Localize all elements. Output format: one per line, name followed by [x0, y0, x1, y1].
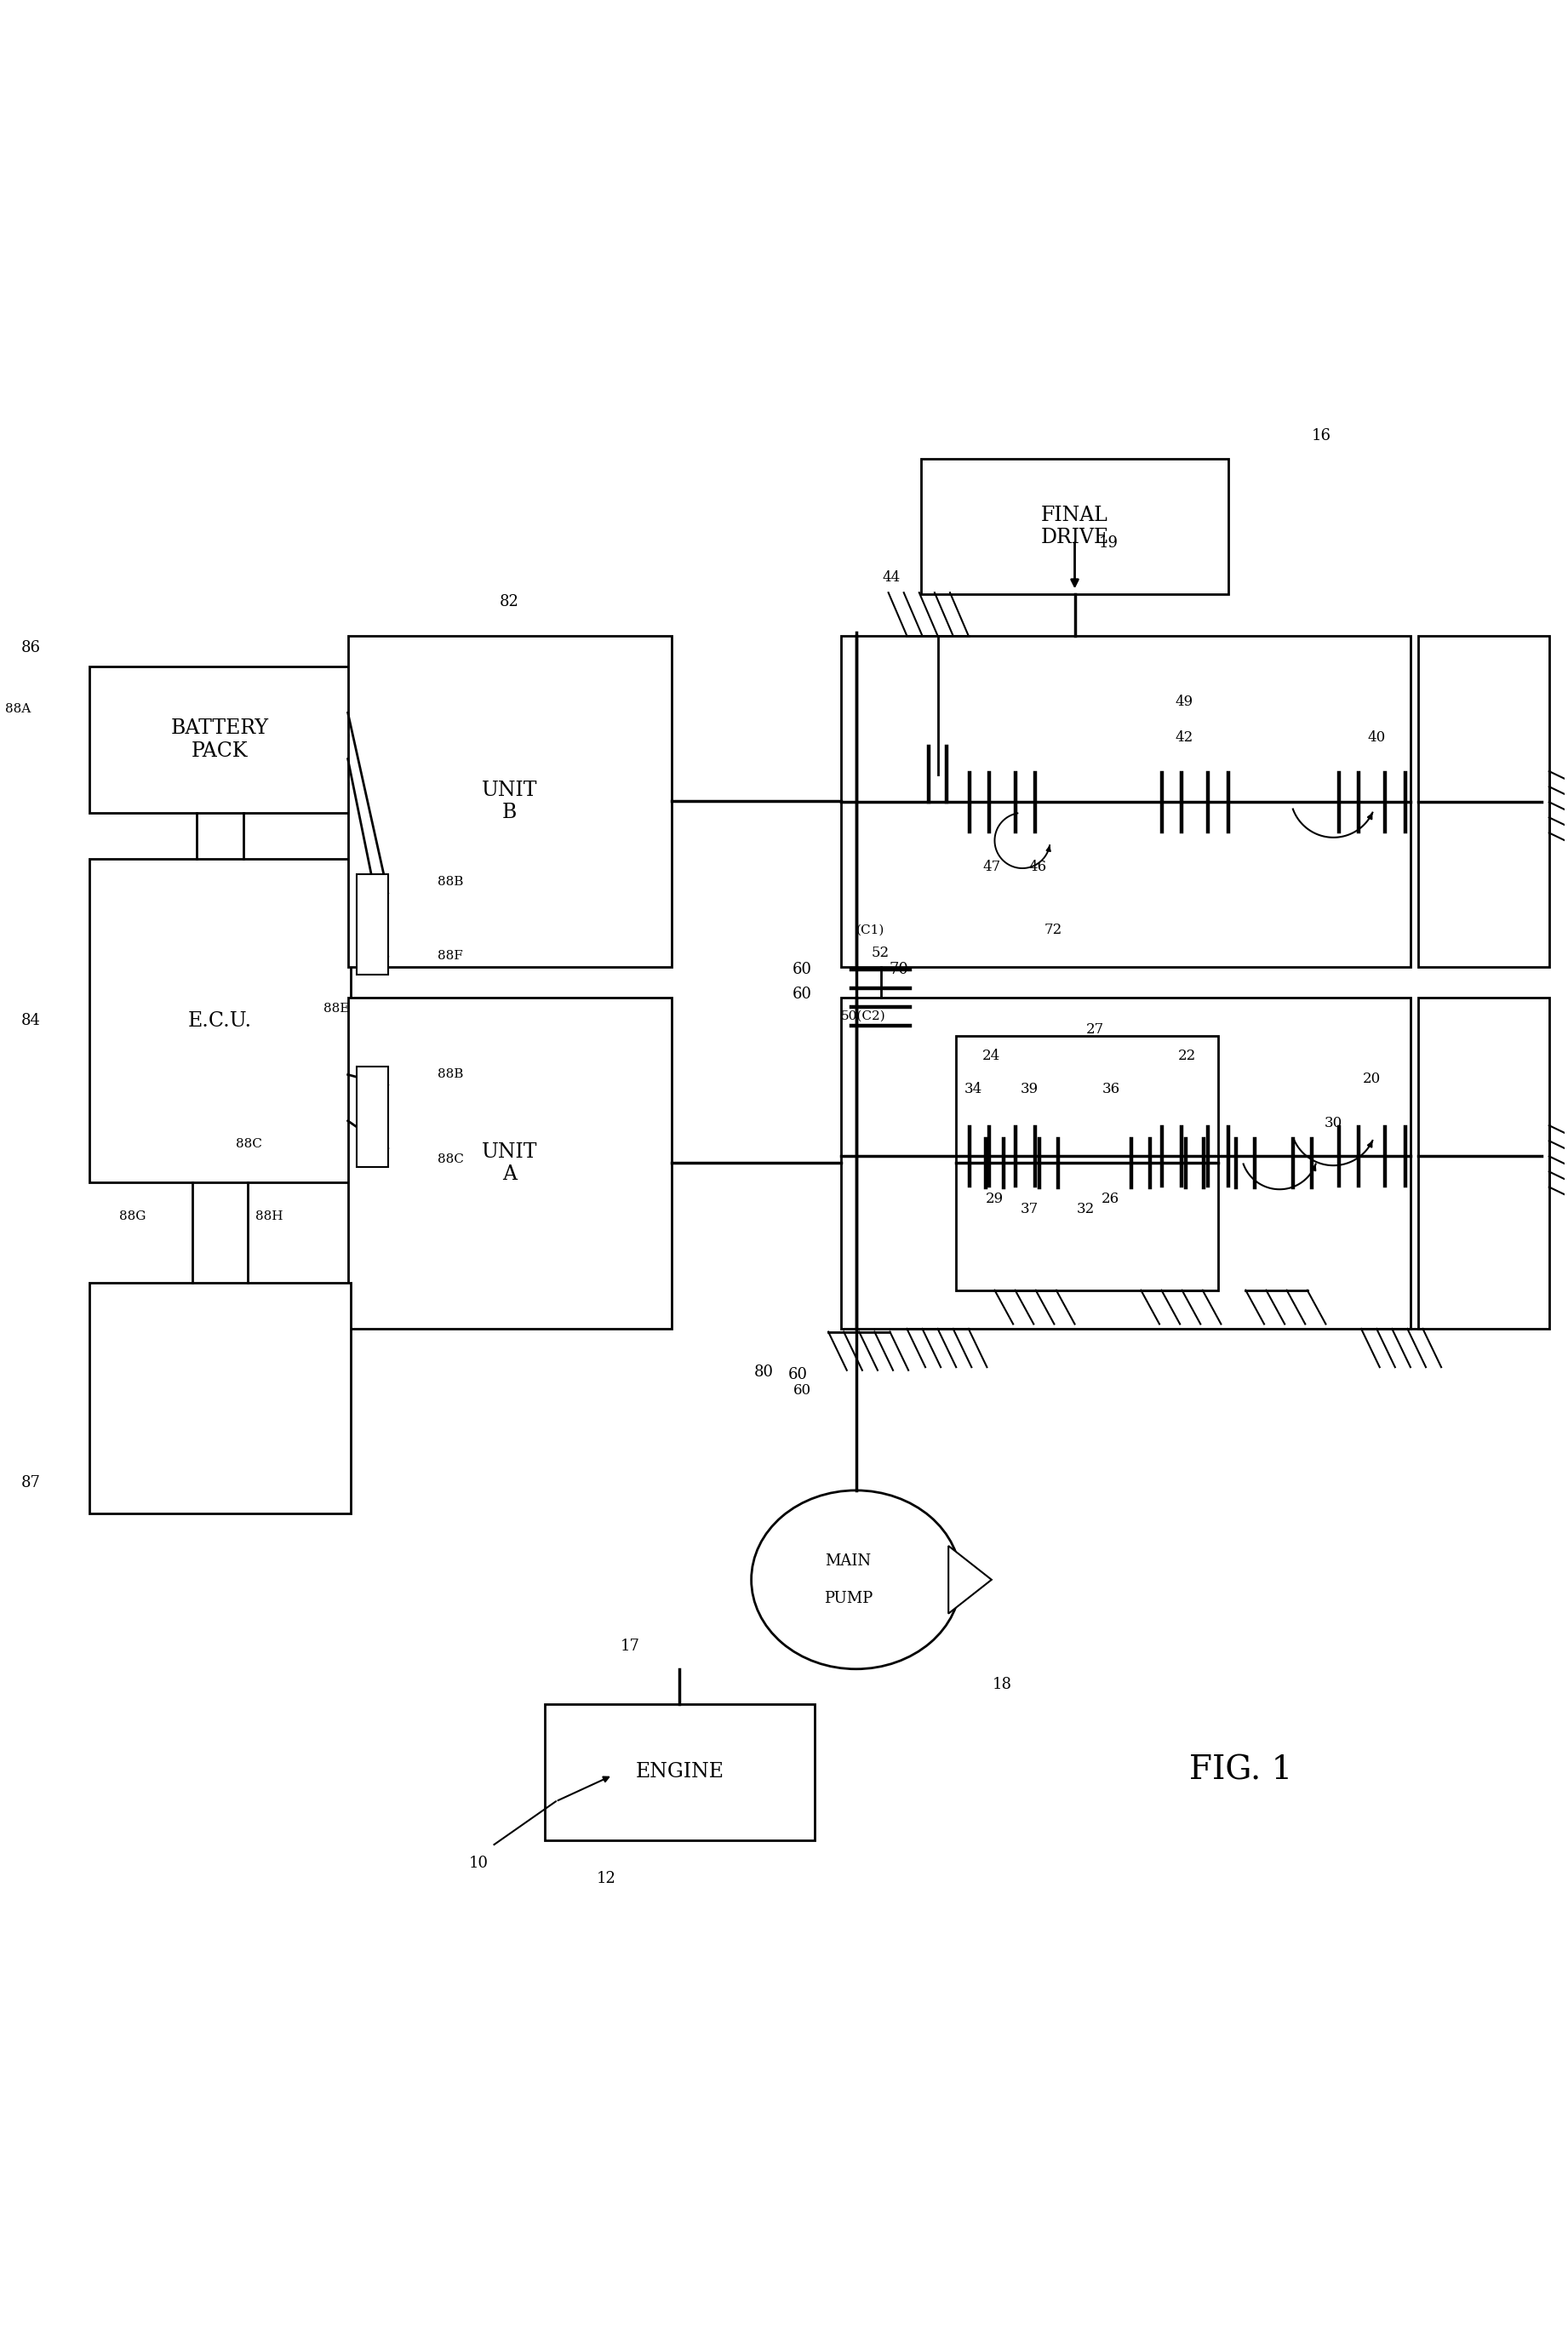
Text: 86: 86	[20, 640, 41, 656]
Ellipse shape	[751, 1491, 961, 1669]
Text: 34: 34	[964, 1083, 982, 1097]
Bar	[358, 875, 387, 976]
Polygon shape	[949, 1545, 991, 1613]
Text: 37: 37	[1021, 1202, 1040, 1216]
Bar	[1417, 635, 1549, 966]
Bar	[89, 859, 351, 1183]
Bar	[920, 457, 1229, 595]
Text: 88B: 88B	[437, 1069, 463, 1081]
Text: 60: 60	[792, 987, 812, 1001]
Text: 12: 12	[597, 1872, 616, 1886]
Text: 52: 52	[872, 945, 889, 959]
Text: 84: 84	[20, 1013, 41, 1029]
Text: 88F: 88F	[437, 950, 463, 962]
Bar	[840, 997, 1411, 1328]
Text: 88C: 88C	[235, 1139, 262, 1151]
Text: 24: 24	[983, 1048, 1000, 1064]
Text: 60: 60	[787, 1368, 808, 1382]
Bar	[840, 635, 1411, 966]
Text: 36: 36	[1102, 1083, 1121, 1097]
Text: 47: 47	[983, 859, 1000, 873]
Text: 87: 87	[20, 1475, 41, 1491]
Text: 17: 17	[621, 1638, 640, 1652]
Text: 44: 44	[883, 569, 900, 584]
Text: 49: 49	[1174, 696, 1193, 710]
Bar	[348, 635, 671, 966]
Bar	[348, 997, 671, 1328]
Text: 88E: 88E	[323, 1001, 350, 1015]
Text: 26: 26	[1101, 1193, 1120, 1207]
Text: (C1): (C1)	[856, 924, 884, 936]
Text: BATTERY
PACK: BATTERY PACK	[171, 719, 270, 761]
Text: UNIT
B: UNIT B	[481, 780, 538, 822]
Text: 60: 60	[793, 1384, 811, 1398]
Text: 42: 42	[1174, 731, 1193, 745]
Bar	[546, 1704, 814, 1839]
Text: 70: 70	[889, 962, 909, 978]
Text: 46: 46	[1029, 859, 1047, 873]
Text: 39: 39	[1021, 1083, 1040, 1097]
Text: 22: 22	[1178, 1048, 1196, 1064]
Text: UNIT
A: UNIT A	[481, 1141, 538, 1183]
Bar	[1417, 997, 1549, 1328]
Text: 88C: 88C	[437, 1153, 464, 1165]
Text: 16: 16	[1311, 427, 1331, 443]
Text: 72: 72	[1044, 922, 1062, 936]
Text: 88G: 88G	[119, 1211, 146, 1223]
Text: 27: 27	[1085, 1022, 1104, 1036]
Text: 60: 60	[792, 962, 812, 978]
Text: FIG. 1: FIG. 1	[1190, 1755, 1292, 1786]
Bar	[358, 1067, 387, 1167]
Bar	[956, 1036, 1218, 1291]
Bar	[89, 1281, 351, 1512]
Text: 19: 19	[1099, 537, 1118, 551]
Text: 50(C2): 50(C2)	[840, 1011, 886, 1022]
Bar	[89, 668, 351, 812]
Text: ENGINE: ENGINE	[635, 1762, 724, 1781]
Text: 80: 80	[754, 1363, 773, 1379]
Text: MAIN: MAIN	[825, 1554, 872, 1568]
Text: PUMP: PUMP	[823, 1589, 873, 1606]
Text: 40: 40	[1367, 731, 1386, 745]
Text: 88H: 88H	[256, 1211, 284, 1223]
Text: 88A: 88A	[5, 703, 31, 714]
Text: E.C.U.: E.C.U.	[188, 1011, 252, 1032]
Text: 29: 29	[986, 1193, 1004, 1207]
Text: FINAL
DRIVE: FINAL DRIVE	[1041, 504, 1109, 548]
Text: 20: 20	[1363, 1071, 1381, 1085]
Text: 30: 30	[1325, 1116, 1342, 1130]
Text: 88B: 88B	[437, 875, 463, 887]
Text: 10: 10	[469, 1856, 489, 1872]
Text: 18: 18	[993, 1676, 1011, 1692]
Text: 32: 32	[1076, 1202, 1094, 1216]
Text: 82: 82	[500, 595, 519, 609]
